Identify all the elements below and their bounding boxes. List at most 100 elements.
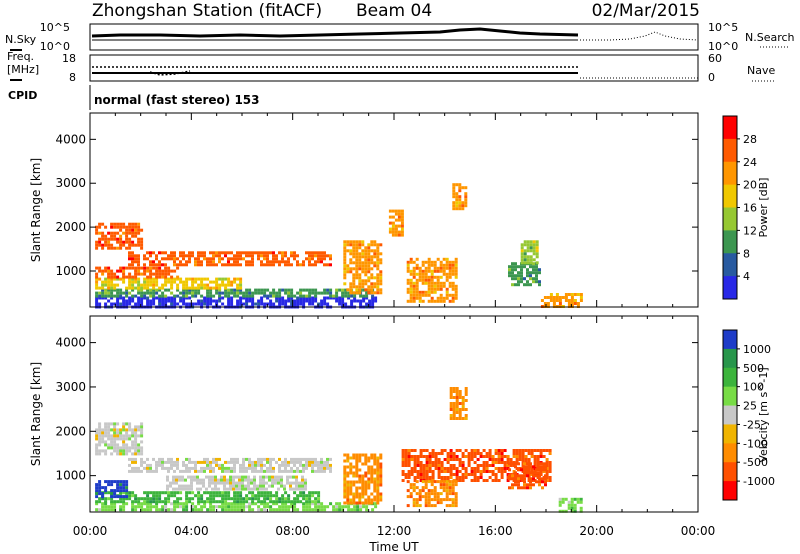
vel-cell	[277, 478, 280, 482]
power-cell	[242, 296, 246, 300]
power-cell	[134, 266, 138, 270]
vel-cell	[236, 505, 240, 509]
vel-cell	[367, 471, 371, 475]
power-cell	[290, 288, 294, 292]
vel-cell	[458, 417, 462, 420]
vel-cell	[143, 500, 147, 504]
vel-cell	[526, 486, 529, 490]
power-cell	[167, 277, 171, 281]
power-cell	[451, 269, 455, 273]
vel-colorbar-title: Velocity [m s^-1]	[757, 367, 770, 462]
power-cell	[98, 296, 102, 300]
vel-cell	[464, 414, 468, 417]
vel-cell	[131, 500, 135, 504]
vel-cell	[302, 505, 306, 509]
power-cell	[338, 288, 342, 292]
vel-cell	[287, 469, 290, 473]
vel-cell	[464, 393, 468, 396]
vel-cell	[454, 483, 458, 487]
vel-cell	[320, 463, 323, 467]
power-cell	[523, 258, 527, 262]
power-cell	[436, 269, 440, 273]
vel-cell	[221, 491, 225, 495]
vel-cell	[305, 466, 308, 470]
power-cell	[302, 263, 305, 267]
vel-cell	[110, 443, 114, 447]
power-cell	[218, 294, 222, 298]
power-cell	[260, 291, 264, 295]
power-cell	[538, 280, 541, 284]
power-cell	[227, 260, 230, 264]
vel-cell	[527, 452, 531, 455]
power-cell	[257, 257, 260, 261]
power-cell	[158, 294, 162, 298]
vel-cell	[299, 457, 302, 461]
power-cell	[284, 254, 287, 258]
power-cell	[227, 296, 231, 300]
power-cell	[370, 291, 374, 295]
vel-cell	[131, 457, 134, 461]
vel-cell	[269, 508, 273, 512]
power-cell	[451, 299, 455, 303]
power-cell	[511, 265, 514, 269]
vel-colorbar-swatch	[723, 386, 737, 407]
power-cell	[284, 302, 288, 306]
vel-cell	[449, 470, 453, 473]
vel-cell	[567, 503, 571, 507]
vel-cell	[218, 500, 222, 504]
vel-cell	[418, 492, 422, 496]
power-cell	[379, 273, 383, 277]
vel-cell	[311, 500, 315, 504]
vel-cell	[278, 463, 281, 467]
vel-cell	[161, 463, 164, 467]
power-cell	[233, 280, 237, 284]
power-cell	[305, 257, 308, 261]
vel-cell	[567, 506, 571, 510]
vel-cell	[500, 449, 504, 452]
power-cell	[364, 258, 368, 262]
power-cell	[239, 277, 243, 281]
power-cell	[149, 288, 153, 292]
vel-cell	[514, 471, 517, 475]
vel-cell	[308, 457, 311, 461]
vel-cell	[224, 460, 227, 464]
vel-cell	[257, 469, 260, 473]
vel-cell	[407, 455, 411, 458]
vel-cell	[113, 440, 117, 444]
vel-cell	[107, 425, 111, 429]
vel-cell	[251, 491, 255, 495]
vel-cell	[185, 466, 188, 470]
vel-cell	[107, 480, 111, 484]
vel-cell	[119, 500, 123, 504]
vel-cell	[176, 500, 180, 504]
power-cell	[176, 257, 179, 261]
vel-cell	[508, 462, 511, 466]
power-cell	[137, 266, 141, 270]
vel-cell	[476, 470, 480, 473]
power-cell	[281, 296, 285, 300]
vel-cell	[158, 457, 161, 461]
power-cell	[275, 260, 278, 264]
vel-cell	[452, 405, 456, 408]
power-cell	[122, 296, 126, 300]
power-cell	[200, 294, 204, 298]
power-cell	[143, 283, 147, 287]
vel-cell	[125, 449, 129, 453]
power-cell	[107, 269, 111, 273]
power-cell	[529, 271, 532, 275]
vel-cell	[196, 478, 199, 482]
power-cell	[352, 249, 356, 253]
power-cell	[119, 266, 123, 270]
vel-cell	[233, 505, 237, 509]
vel-cell	[116, 431, 120, 435]
vel-cell	[257, 494, 261, 498]
power-cell	[146, 288, 150, 292]
power-cell	[439, 299, 443, 303]
vel-cell	[298, 481, 301, 485]
power-cell	[409, 260, 413, 264]
power-cell	[424, 278, 428, 282]
vel-cell	[299, 491, 303, 495]
power-cell	[149, 272, 153, 276]
vel-cell	[116, 446, 120, 450]
vel-cell	[317, 463, 320, 467]
